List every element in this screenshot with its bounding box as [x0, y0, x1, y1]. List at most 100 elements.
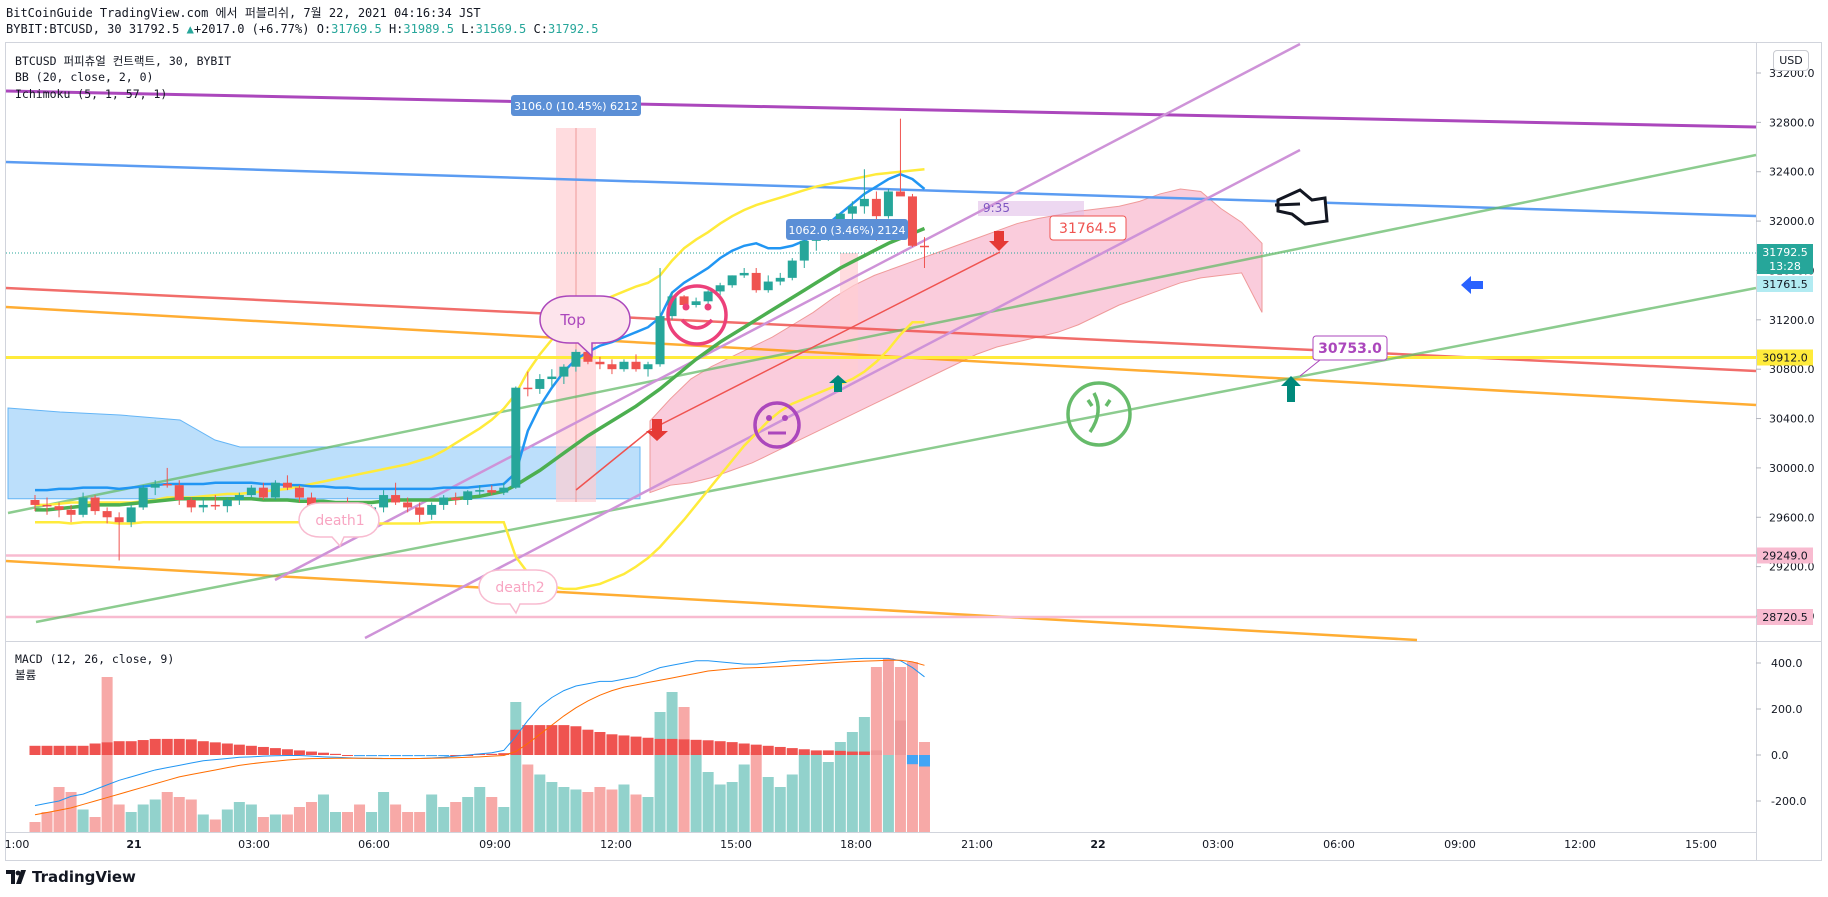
volume-bar — [305, 802, 317, 832]
volume-bar — [77, 809, 89, 832]
volume-bar — [173, 797, 185, 832]
up-arrow-marker-icon-2 — [829, 375, 847, 392]
tradingview-logo-icon — [6, 870, 26, 884]
price-badge-countdown: 13:28 — [1769, 260, 1801, 273]
candle-body — [607, 364, 617, 370]
histogram-bar — [77, 745, 89, 755]
ichimoku-legend[interactable]: Ichimoku (5, 1, 57, 1) — [15, 87, 168, 101]
time-tick-label: 12:00 — [600, 838, 632, 851]
histogram-bar — [402, 755, 414, 757]
volume-bar — [65, 792, 77, 832]
cloud-red — [649, 188, 1263, 494]
volume-bar — [221, 809, 233, 832]
candle-body — [871, 198, 881, 217]
open-value: 31769.5 — [331, 22, 382, 36]
price-tick-label: 32000.0 — [1769, 215, 1815, 228]
histogram-bar — [690, 739, 702, 755]
candle-body — [174, 485, 184, 500]
price-tick-label: 30800.0 — [1769, 363, 1815, 376]
volume-legend[interactable]: 볼륨 — [15, 668, 37, 682]
histogram-bar — [173, 738, 185, 755]
bubble-death1-shape — [298, 502, 380, 548]
volume-bar — [738, 764, 750, 832]
candle-body — [246, 487, 256, 496]
price-tick-label: 32400.0 — [1769, 166, 1815, 179]
volume-bar — [582, 792, 594, 832]
histogram-bar — [101, 742, 113, 755]
histogram-bar — [558, 725, 570, 755]
red-zigzag-2 — [649, 251, 1001, 431]
high-label: H: — [388, 22, 404, 36]
time-tick-label: 09:00 — [479, 838, 511, 851]
price-axis[interactable]: 28800.029200.029600.030000.030400.030800… — [1756, 67, 1815, 623]
price-badge-bg — [1757, 547, 1813, 564]
price-badge-bg — [1757, 276, 1813, 292]
candle-body — [703, 291, 713, 302]
histogram-bar — [29, 745, 41, 755]
symbol-price: BYBIT:BTCUSD, 30 31792.5 — [6, 22, 180, 36]
histogram-bar — [522, 725, 534, 755]
currency-button[interactable]: USD — [1773, 50, 1809, 71]
price-tick-label: 31200.0 — [1769, 314, 1815, 327]
macd-legend[interactable]: MACD (12, 26, close, 9) — [15, 652, 175, 666]
volume-bar — [774, 787, 786, 832]
time-axis[interactable]: 1:00 21 03:00 06:00 09:00 12:00 15:00 18:00 21:0… — [5, 838, 1717, 851]
candle-body — [294, 487, 304, 498]
price-label-purple-bg — [1312, 335, 1388, 361]
time-tick-label: 06:00 — [358, 838, 390, 851]
candle-body — [691, 301, 701, 306]
brand-name: TradingView — [32, 868, 136, 886]
candle-body — [463, 491, 473, 500]
candle-body — [583, 351, 593, 362]
volume-bar — [654, 712, 666, 832]
histogram-bar — [305, 751, 317, 755]
measure-range-small — [840, 253, 858, 380]
volume-bar — [281, 814, 293, 832]
histogram-bar — [257, 746, 269, 755]
candle-body — [571, 351, 581, 367]
histogram-bar — [642, 737, 654, 755]
histogram-bar — [89, 743, 101, 755]
candle-body — [487, 490, 497, 493]
histogram-bar — [41, 745, 53, 755]
volume-bar — [269, 814, 281, 832]
close-label: C: — [533, 22, 548, 36]
volume-bar — [29, 822, 41, 832]
candle-body — [391, 495, 401, 503]
candle-body — [439, 497, 449, 505]
histogram-bar — [534, 725, 546, 755]
tradingview-brand[interactable]: TradingView — [6, 868, 136, 886]
volume-bar — [510, 702, 522, 832]
histogram-bar — [137, 740, 149, 755]
volume-bar — [882, 682, 894, 832]
close-value: 31792.5 — [547, 22, 599, 36]
candle-body — [102, 511, 112, 518]
macd-line — [34, 657, 925, 807]
volume-bar — [498, 807, 510, 832]
bubble-top: Top — [559, 311, 585, 329]
price-badge-text: 28720.5 — [1762, 611, 1808, 624]
histogram-bar — [570, 726, 582, 755]
purple-resistance-line — [5, 89, 1757, 129]
macd-axis[interactable]: -200.0 0.0 200.0 400.0 — [1756, 657, 1806, 808]
price-change: +2017.0 (+6.77%) — [193, 22, 310, 36]
candle-body — [114, 517, 124, 523]
volume-bar — [378, 792, 390, 832]
candle-body — [30, 499, 40, 505]
candle-body — [883, 191, 893, 217]
price-badge-bg — [1757, 349, 1813, 366]
time-tick-label: 21:00 — [961, 838, 993, 851]
candle-body — [126, 507, 136, 523]
price-badge-bg — [1757, 244, 1813, 274]
bb-legend[interactable]: BB (20, close, 2, 0) — [15, 70, 154, 84]
histogram-bar — [834, 750, 846, 755]
price-tick-label: 30400.0 — [1769, 413, 1815, 426]
high-value: 31989.5 — [403, 22, 454, 36]
trend-lines — [5, 42, 1757, 642]
candle-body — [511, 387, 521, 488]
price-badge-text: 31761.5 — [1762, 278, 1808, 291]
volume-bar — [642, 797, 654, 832]
chart-frame — [5, 42, 1822, 861]
histogram-bar — [546, 725, 558, 755]
